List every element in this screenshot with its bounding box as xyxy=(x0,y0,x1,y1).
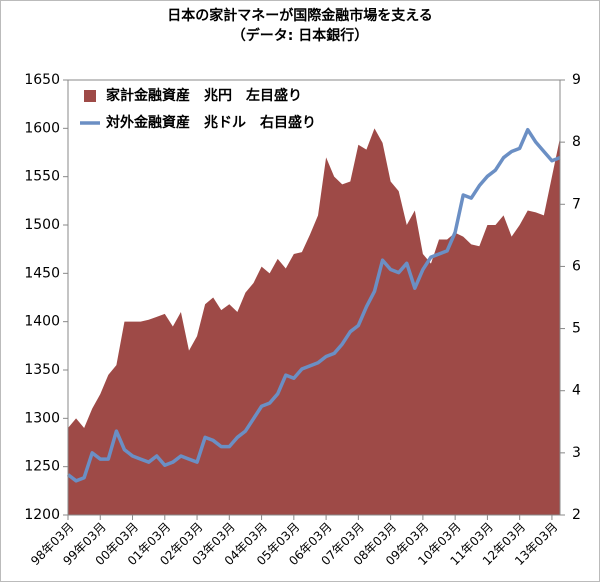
y-tick-label: 1500 xyxy=(24,217,60,233)
y-tick-label: 1200 xyxy=(24,507,60,523)
y2-tick-label: 3 xyxy=(572,445,581,461)
y-tick-label: 1300 xyxy=(24,410,60,426)
y-tick-label: 1400 xyxy=(24,314,60,330)
y2-tick-label: 8 xyxy=(572,134,581,150)
y2-tick-label: 7 xyxy=(572,196,581,212)
y-tick-label: 1450 xyxy=(24,265,60,281)
legend-swatch xyxy=(84,90,96,102)
legend-label: 家計金融資産 兆円 左目盛り xyxy=(106,87,302,104)
y2-tick-label: 4 xyxy=(572,383,581,399)
y2-tick-label: 6 xyxy=(572,258,581,274)
line xyxy=(66,127,561,483)
y-tick-label: 1550 xyxy=(24,169,60,185)
y-tick-label: 1650 xyxy=(24,72,60,88)
chart-subtitle: （データ: 日本銀行） xyxy=(232,27,368,44)
y-tick-label: 1250 xyxy=(24,459,60,475)
y2-tick-label: 9 xyxy=(572,72,581,88)
chart-title: 日本の家計マネーが国際金融市場を支える xyxy=(167,7,433,24)
y2-tick-label: 5 xyxy=(572,321,581,337)
plot-border xyxy=(67,79,561,516)
y-tick-label: 1600 xyxy=(24,120,60,136)
area xyxy=(68,128,560,516)
y2-tick-label: 2 xyxy=(572,507,581,523)
legend-label: 対外金融資産 兆ドル 右目盛り xyxy=(105,114,316,131)
y-tick-label: 1350 xyxy=(24,362,60,378)
